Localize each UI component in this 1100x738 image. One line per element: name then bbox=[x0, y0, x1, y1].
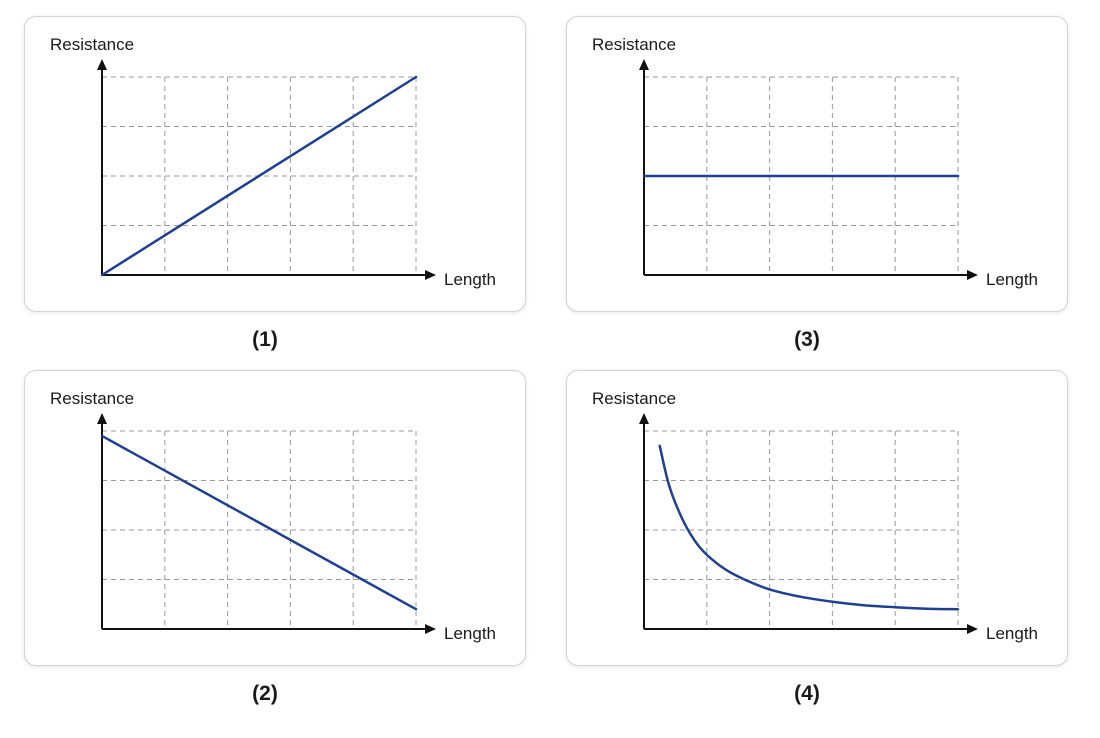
chart-2-caption: (2) bbox=[252, 682, 278, 705]
chart-4-series-line bbox=[658, 444, 960, 611]
chart-3-y-arrow bbox=[639, 59, 649, 70]
chart-4-grid bbox=[644, 430, 959, 629]
chart-2-ylabel: Resistance bbox=[50, 389, 134, 408]
chart-4-x-arrow bbox=[967, 624, 978, 634]
chart-4-y-arrow bbox=[639, 413, 649, 424]
chart-3-ylabel: Resistance bbox=[592, 35, 676, 54]
chart-panel-2: Resistance Length bbox=[24, 370, 526, 666]
chart-1-ylabel: Resistance bbox=[50, 35, 134, 54]
chart-3-xlabel: Length bbox=[986, 270, 1038, 289]
chart-3-svg: Resistance Length bbox=[592, 35, 1038, 289]
chart-panel-4: Resistance Length bbox=[566, 370, 1068, 666]
chart-panel-3: Resistance Length bbox=[566, 16, 1068, 312]
chart-3-caption: (3) bbox=[794, 328, 820, 351]
chart-1-caption: (1) bbox=[252, 328, 278, 351]
chart-4-caption: (4) bbox=[794, 682, 820, 705]
chart-1-x-arrow bbox=[425, 270, 436, 280]
chart-2-xlabel: Length bbox=[444, 624, 496, 643]
chart-2-y-arrow bbox=[97, 413, 107, 424]
chart-1-series-line bbox=[100, 75, 418, 277]
chart-1-xlabel: Length bbox=[444, 270, 496, 289]
chart-4-svg: Resistance Length bbox=[592, 389, 1038, 643]
chart-2-svg: Resistance Length bbox=[50, 389, 496, 643]
chart-1-svg: Resistance Length bbox=[50, 35, 496, 289]
chart-4-xlabel: Length bbox=[986, 624, 1038, 643]
chart-panel-1: Resistance Length bbox=[24, 16, 526, 312]
chart-4-ylabel: Resistance bbox=[592, 389, 676, 408]
chart-2-x-arrow bbox=[425, 624, 436, 634]
chart-1-y-arrow bbox=[97, 59, 107, 70]
chart-2-series-line bbox=[100, 434, 418, 611]
chart-3-x-arrow bbox=[967, 270, 978, 280]
